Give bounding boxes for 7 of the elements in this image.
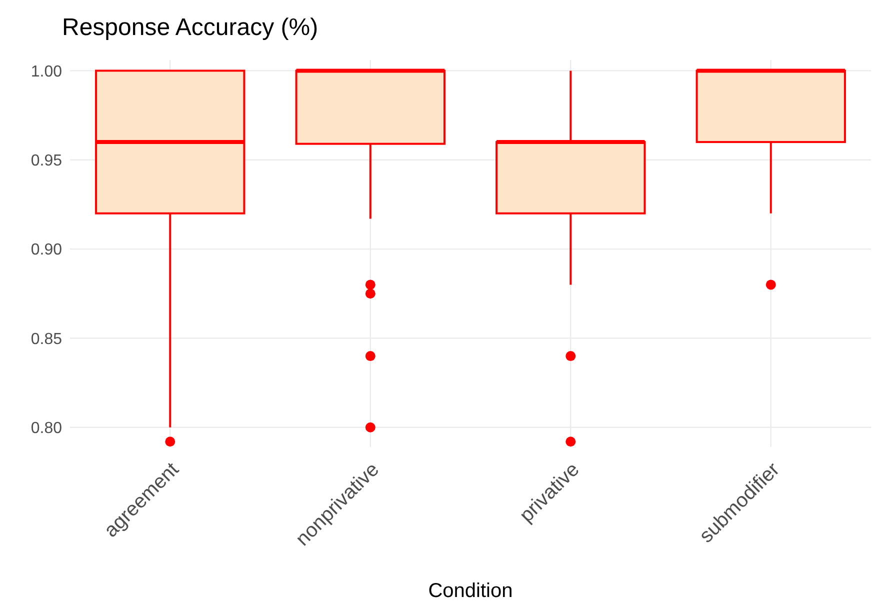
- y-tick-label: 0.85: [30, 330, 62, 348]
- chart-title: Response Accuracy (%): [62, 14, 318, 42]
- y-tick-label: 0.80: [30, 420, 62, 438]
- x-axis-title: Condition: [428, 580, 513, 602]
- y-tick-label: 1.00: [30, 63, 62, 80]
- y-tick-label: 0.90: [30, 242, 62, 259]
- y-tick-label: 0.95: [30, 152, 62, 170]
